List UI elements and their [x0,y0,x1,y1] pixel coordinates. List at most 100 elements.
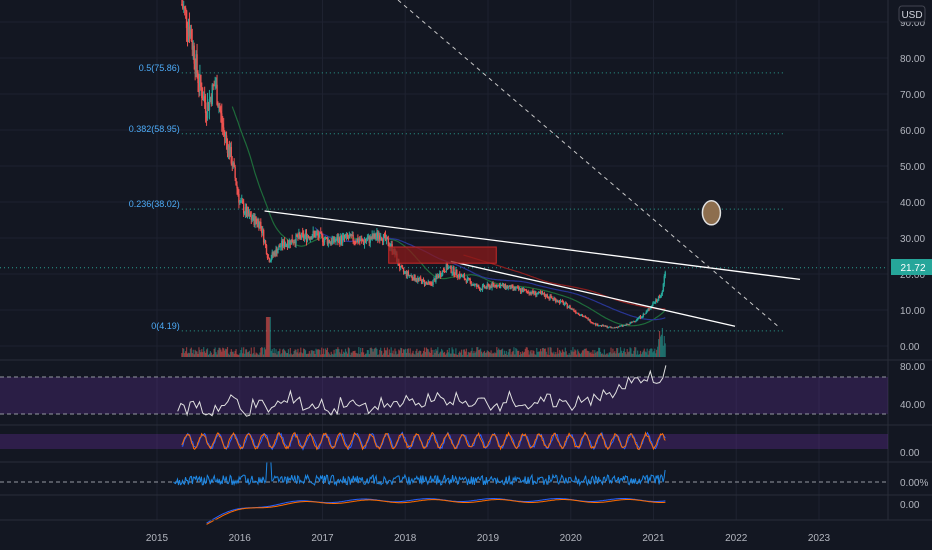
volume-bar [288,354,290,357]
candle-body [470,281,472,286]
volume-bar [242,353,244,357]
candle-body [503,283,506,287]
volume-bar [553,351,555,357]
volume-bar [221,351,223,357]
volume-bar [415,350,417,357]
candle-body [616,326,619,328]
candle-body [539,292,542,294]
volume-bar [454,354,456,357]
volume-bar [540,351,543,357]
volume-bar [452,349,454,357]
candle-body [241,200,243,202]
candle-body [534,291,536,294]
candle-body [197,73,199,84]
volume-bar [598,347,601,357]
candle-body [570,308,572,310]
volume-bar [320,354,322,357]
volume-bar [359,354,361,357]
candle-body [502,284,505,287]
candle-body [609,326,611,328]
candle-body [485,286,488,288]
volume-bar [521,351,524,357]
candle-body [515,288,517,290]
volume-bar [409,348,411,357]
volume-bar [468,352,470,357]
volume-bar [525,347,527,357]
candle-body [242,200,244,204]
candle-body [573,309,575,311]
price-axis[interactable]: 0.00 10.00 20.00 30.00 40.00 50.00 60.00 70.00 8… [887,0,925,520]
volume-bar [281,353,283,357]
volume-bar [345,351,348,357]
volume-bar [567,354,569,357]
volume-bar [613,352,615,357]
candle-body [292,242,294,244]
volume-bar [200,352,202,357]
candle-body [519,288,522,292]
candle-body [312,231,314,237]
candle-body [554,298,556,300]
volume-bar [348,348,350,357]
volume-bar [209,351,211,357]
fib-retracement[interactable]: 0.618(96.79)0.5(75.86)0.382(58.95)0.236(… [0,0,888,332]
price-tick-label: 80.00 [900,54,925,65]
candle-body [658,296,661,298]
macd-pane[interactable]: 0.00 [206,498,920,525]
volume-bar [228,354,231,357]
stochastic-pane[interactable]: 0.00 [0,431,920,460]
candle-body [205,112,208,119]
volume-bar [388,349,390,357]
volume-bar [570,350,572,357]
price-tick-label: 30.00 [900,234,925,245]
volume-bar [537,351,539,357]
candle-body [404,271,407,273]
candle-body [231,163,233,167]
candle-body [415,280,417,282]
candle-body [371,234,373,240]
candle-body [201,86,203,99]
volume-bar [217,350,219,357]
time-axis[interactable]: 2015 2016 2017 2018 2019 2020 2021 2022 2023 [0,519,932,544]
candle-body [623,325,626,326]
candle-body [657,296,660,301]
time-tick-label: 2021 [642,533,665,544]
candle-body [359,240,361,242]
candle-body [252,214,254,220]
time-tick-label: 2023 [808,533,831,544]
candle-body [230,147,233,164]
volume-bar [543,348,545,357]
candle-body [218,107,220,109]
candle-body [544,295,547,298]
candle-body [317,233,319,236]
volume-bar [486,350,488,357]
volume-bar [303,348,305,357]
volume-bar [352,351,354,357]
volume-bar [485,352,487,357]
candle-body [203,96,205,101]
volume-bar [623,348,625,357]
percent-indicator-pane[interactable]: 0.00% [0,461,928,489]
candle-body [184,7,187,11]
candle-body [414,274,416,281]
volume-bar [378,354,380,357]
candle-body [372,234,374,238]
candle-body [329,242,331,244]
trendline-drawings[interactable] [264,0,801,329]
volume-bar [569,354,571,357]
volume-bar [237,354,239,357]
candle-body [448,266,450,268]
candle-body [510,285,512,290]
volume-bar [598,347,600,357]
rsi-pane[interactable]: 80.00 40.00 [0,362,925,417]
volume-bar [449,353,451,357]
currency-badge[interactable]: USD [898,5,926,23]
volume-bar [538,351,540,357]
rsi-axis-label: 40.00 [900,400,925,411]
volume-bar [442,352,445,357]
volume-bar [270,350,272,357]
candle-body [240,200,242,202]
candle-body [565,302,567,304]
volume-bar [497,350,499,357]
volume-bar [560,352,563,357]
